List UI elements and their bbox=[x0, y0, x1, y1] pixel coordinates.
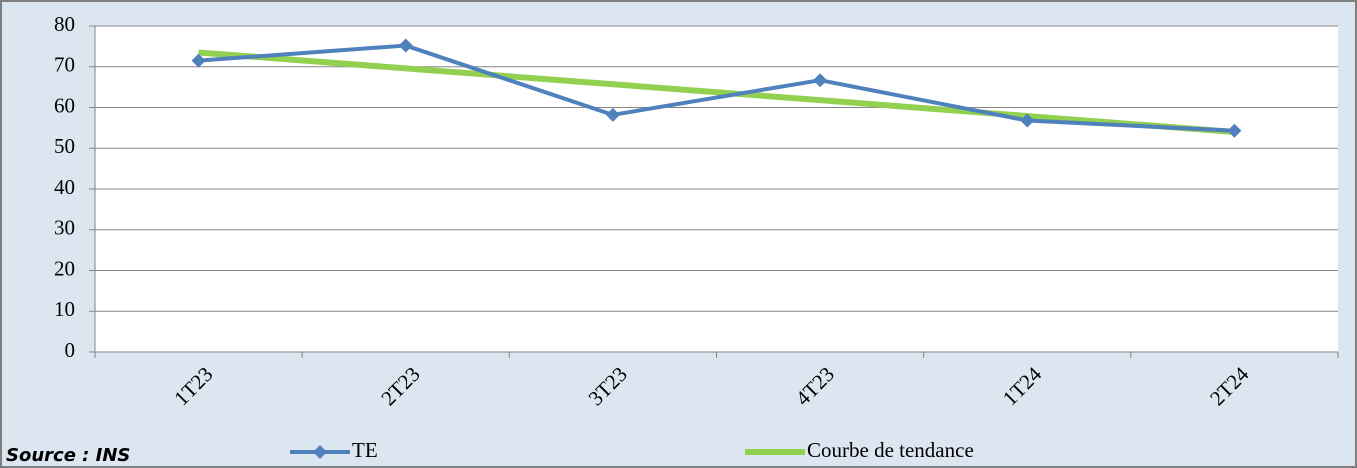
y-tick-label: 10 bbox=[54, 297, 75, 321]
y-tick-label: 20 bbox=[54, 256, 75, 280]
y-tick-label: 70 bbox=[54, 53, 75, 77]
data-point bbox=[1227, 123, 1242, 138]
legend-label: Courbe de tendance bbox=[807, 438, 974, 462]
data-point bbox=[191, 53, 206, 68]
data-point bbox=[398, 38, 413, 53]
data-point bbox=[605, 107, 620, 122]
y-tick-label: 0 bbox=[65, 338, 76, 362]
legend-label: TE bbox=[352, 438, 378, 462]
legend-marker bbox=[313, 445, 327, 459]
y-tick-label: 40 bbox=[54, 175, 75, 199]
data-point bbox=[813, 73, 828, 88]
y-tick-label: 50 bbox=[54, 134, 75, 158]
series-line bbox=[198, 43, 1235, 133]
data-point bbox=[1020, 113, 1035, 128]
source-note: Source : INS bbox=[6, 445, 130, 466]
y-tick-label: 30 bbox=[54, 216, 75, 240]
y-tick-label: 80 bbox=[54, 12, 75, 36]
y-tick-label: 60 bbox=[54, 93, 75, 117]
series-line bbox=[198, 49, 1235, 135]
